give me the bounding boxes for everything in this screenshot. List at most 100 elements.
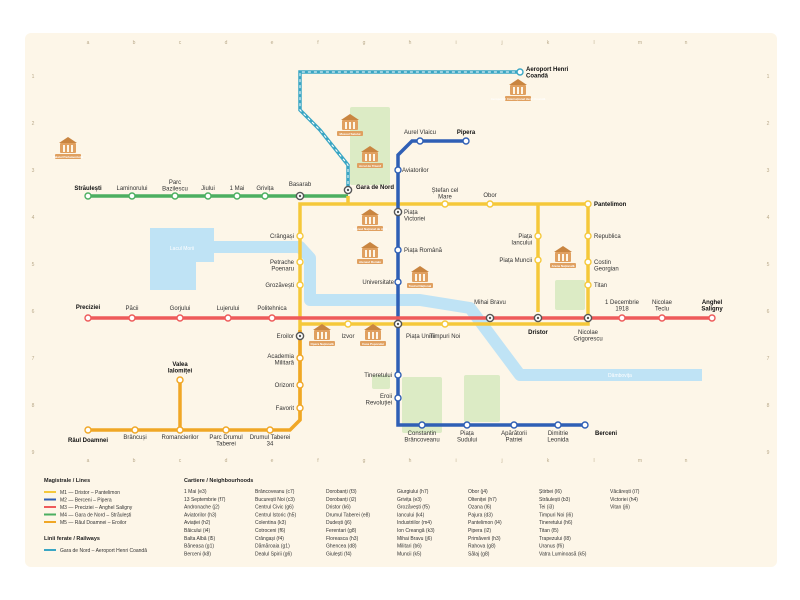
station-preciziei[interactable] [84,314,92,322]
landmark-palatul-parlamentului[interactable]: Palatul Parlamentului [53,137,84,159]
station-parc-bazilescu[interactable] [171,192,179,200]
station-lujerului[interactable] [224,314,232,322]
station-valea-ialomitei[interactable] [176,376,184,384]
station-dimitrie-leonida[interactable] [554,421,562,429]
station-nicolae-teclu[interactable] [658,314,666,322]
interchange-dot [298,334,302,338]
station-raul-doamnei[interactable] [84,426,92,434]
station-label-aviatorilor: Aviatorilor [402,168,429,174]
station-aparatorii-patriei[interactable] [510,421,518,429]
landmark-muzeul-satului[interactable]: Muzeul Satului [337,114,363,136]
station-pacii[interactable] [128,314,136,322]
station-label-petrache-poenaru: Petrache Poenaru [270,260,295,273]
landmark-opera-nationala[interactable]: Opera Națională [309,324,335,346]
station-gorjului2[interactable] [296,381,304,389]
neighbourhood-item: Berceni (k8) [184,551,211,557]
landmark-teatrul-national[interactable]: Teatrul Național [407,266,433,288]
station-berceni[interactable] [581,421,589,429]
station-jiului[interactable] [204,192,212,200]
station-piata-muncii[interactable] [534,256,542,264]
neighbourhood-item: Centrul Istoric (h5) [255,512,296,518]
station-constantin-brancoveanu[interactable] [418,421,426,429]
station-label-drumul-taberei: Drumul Taberei 34 [250,435,291,448]
line-m2 [396,139,585,427]
station-obor[interactable] [486,200,494,208]
neighbourhood-item: Giulești (f4) [326,551,352,557]
interchange-dot [298,194,302,198]
landmark-ateneul-roman[interactable]: Ateneul Român [357,242,383,264]
grid-col-bottom: l [593,458,594,464]
station-piata-romana[interactable] [394,246,402,254]
station-label-mihai-bravu: Mihai Bravu [474,300,506,306]
grid-col-bottom: e [271,458,274,464]
station-favorit[interactable] [296,404,304,412]
station-grozavesti[interactable] [296,281,304,289]
landmark-label: Muzeul Național de Artă [353,227,387,231]
grid-row-right: 3 [767,168,770,174]
station-stefan-cel-mare[interactable] [441,200,449,208]
landmark-label: Opera Națională [310,342,333,346]
neighbourhood-item: Pantelimon (l4) [468,520,502,526]
station-grivita[interactable] [261,192,269,200]
grid-row-right: 4 [767,215,770,221]
neighbourhood-item: Dorobanți (f3) [326,489,357,495]
neighbourhood-item: Brâncoveanu (c7) [255,489,295,495]
station-label-lujerului: Lujerului [217,306,240,312]
landmark-muzeul-national[interactable]: Muzeul Național de Artă [353,209,387,231]
station-titan[interactable] [584,281,592,289]
station-academia-militara[interactable] [296,354,304,362]
grid-col-top: e [271,40,274,46]
station-republica[interactable] [584,232,592,240]
station-label-crangasi: Crângași [270,234,294,240]
station-laminorului[interactable] [128,192,136,200]
neighbourhood-item: Victoriei (h4) [610,497,638,503]
neighbourhood-item: Obor (j4) [468,489,488,495]
station-universitate[interactable] [394,278,402,286]
neighbourhood-item: Uranus (f6) [539,544,564,550]
neighbourhood-item: Tei (i3) [539,505,554,511]
interchange-dot [536,316,540,320]
station-romancierilor[interactable] [176,426,184,434]
station-label-aurel-vlaicu: Aurel Vlaicu [404,130,436,136]
station-crangasi[interactable] [296,232,304,240]
station-izvor[interactable] [344,320,352,328]
station-eroii-revolutiei[interactable] [394,394,402,402]
station-petrache-poenaru[interactable] [296,258,304,266]
neighbourhood-item: Dristor (k6) [326,505,351,511]
station-piata-sudului[interactable] [463,421,471,429]
station-gorjului[interactable] [176,314,184,322]
neighbourhood-item: Văcărești (i7) [610,489,640,495]
landmark-arena-nationala[interactable]: Arena Națională [550,246,576,268]
grid-col-bottom: j [500,458,502,464]
landmark-casa-poporului[interactable]: Casa Poporului [360,324,386,346]
station-piata-iancului[interactable] [534,232,542,240]
station-stirbei[interactable] [84,192,92,200]
station-mai1[interactable] [233,192,241,200]
station-drumul-taberei[interactable] [266,426,274,434]
landmark-arcul-de-triumf[interactable]: Arcul de Triumf [357,146,383,168]
station-parc-drumul-taberei[interactable] [222,426,230,434]
station-aviatorilor[interactable] [394,166,402,174]
station-label-piata-iancului: Piața Iancului [511,234,532,247]
landmark-aeroport-building[interactable]: Aeroportul Internațional Henri Coandă [491,79,546,101]
station-pantelimon[interactable] [584,200,592,208]
grid-col-bottom: f [317,458,319,464]
station-label-dimitrie-leonida: Dimitrie Leonida [547,431,569,444]
station-decembrie[interactable] [618,314,626,322]
station-aeroport[interactable] [516,68,524,76]
station-timpuri-noi[interactable] [441,320,449,328]
station-brancusi[interactable] [131,426,139,434]
legend-line-m1: M1 — Dristor – Pantelimon [60,490,120,496]
station-politehnica[interactable] [268,314,276,322]
neighbourhood-item: Colentina (k3) [255,520,286,526]
station-label-laminorului: Laminorului [116,186,147,192]
station-aurel-vlaicu[interactable] [416,137,424,145]
park-titan [555,280,585,310]
station-tineretului[interactable] [394,371,402,379]
station-anghel-saligny[interactable] [708,314,716,322]
station-pipera[interactable] [462,137,470,145]
landmark-label: Ateneul Român [359,260,381,264]
neighbourhood-item: 13 Septembrie (f7) [184,497,226,503]
station-label-universitate: Universitate [362,280,394,286]
station-costin-georgian[interactable] [584,258,592,266]
